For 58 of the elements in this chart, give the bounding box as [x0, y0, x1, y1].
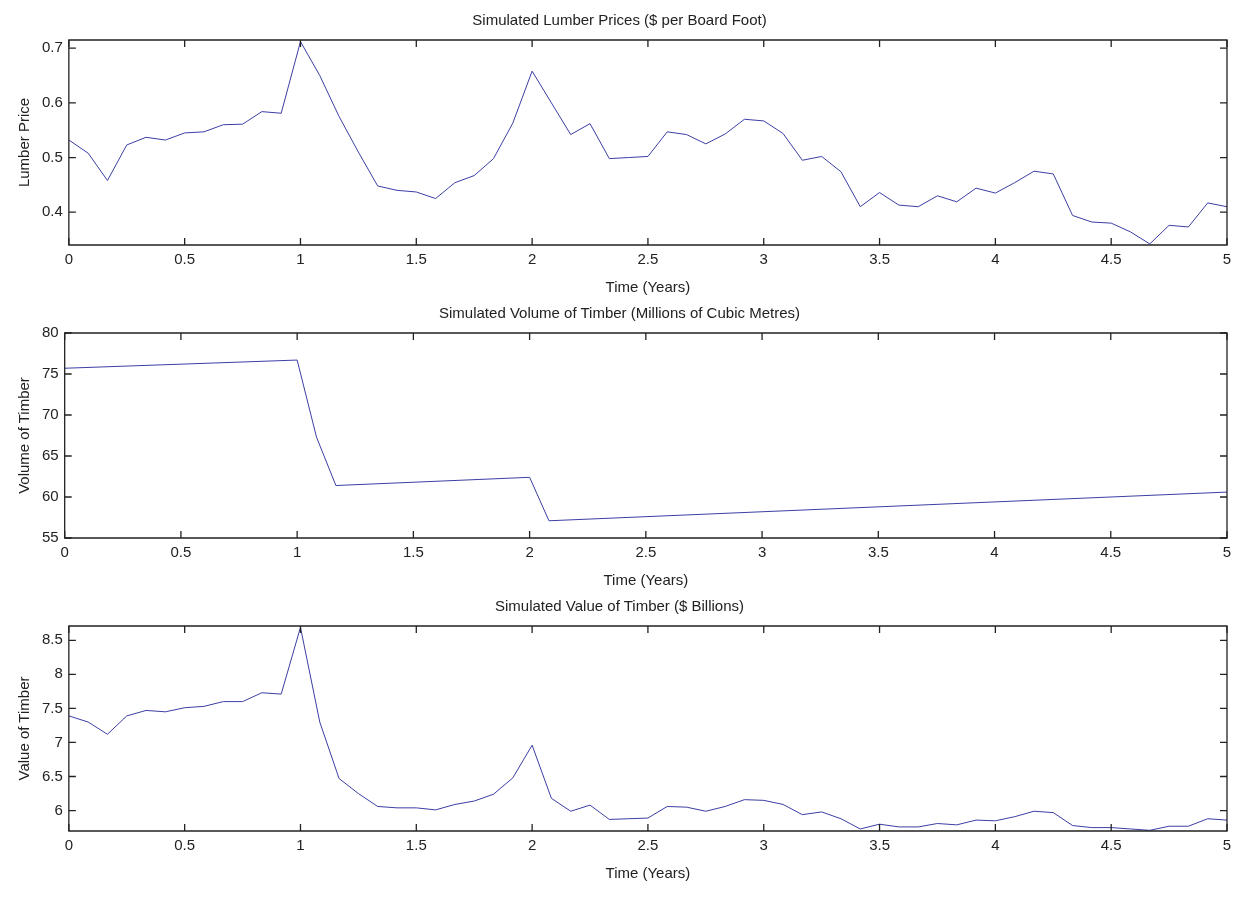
- y-tick-label: 6: [54, 800, 63, 818]
- y-tick-label: 0.6: [41, 93, 63, 111]
- x-tick-label: 2.5: [635, 543, 657, 561]
- x-tick-label: 5: [1222, 836, 1232, 854]
- x-tick-label: 1.5: [402, 543, 424, 561]
- x-tick-label: 4.5: [1100, 836, 1122, 854]
- x-tick-label: 4: [990, 543, 999, 561]
- x-tick-label: 0: [64, 250, 74, 268]
- x-tick-label: 3.5: [869, 250, 890, 268]
- y-axis-title: Lumber Price: [15, 97, 33, 188]
- chart-title: Simulated Volume of Timber (Millions of Cubic Metres): [439, 304, 800, 322]
- x-tick-label: 3: [759, 836, 768, 854]
- x-tick-label: 4: [991, 250, 1000, 268]
- x-tick-label: 1: [292, 543, 302, 561]
- x-tick-label: 5: [1222, 250, 1232, 268]
- x-tick-label: 3.5: [867, 543, 889, 561]
- y-tick-label: 65: [42, 446, 59, 464]
- x-tick-label: 1.5: [405, 250, 427, 268]
- y-tick-label: 7: [54, 732, 63, 750]
- y-axis-title: Volume of Timber: [15, 377, 33, 494]
- x-tick-label: 4.5: [1100, 543, 1122, 561]
- y-tick-label: 0.5: [41, 147, 63, 165]
- x-tick-label: 2: [525, 543, 534, 561]
- y-tick-label: 70: [42, 405, 59, 423]
- x-tick-label: 2: [527, 836, 537, 854]
- x-tick-label: 1.5: [405, 836, 427, 854]
- y-axis-title: Value of Timber: [15, 676, 33, 781]
- x-tick-label: 2: [527, 250, 537, 268]
- x-tick-label: 0.5: [170, 543, 192, 561]
- y-tick-label: 0.4: [41, 202, 63, 220]
- chart-title: Simulated Value of Timber ($ Billions): [495, 597, 744, 615]
- y-tick-label: 7.5: [41, 698, 63, 716]
- x-tick-label: 5: [1222, 543, 1232, 561]
- x-tick-label: 0.5: [174, 250, 196, 268]
- y-tick-label: 80: [42, 323, 59, 341]
- x-tick-label: 4.5: [1100, 250, 1122, 268]
- x-tick-label: 1: [296, 836, 305, 854]
- y-tick-label: 60: [42, 487, 59, 505]
- chart-title: Simulated Lumber Prices ($ per Board Foot): [472, 11, 767, 29]
- y-tick-label: 55: [42, 528, 59, 546]
- x-tick-label: 0: [60, 543, 69, 561]
- x-tick-label: 1: [296, 250, 305, 268]
- x-tick-label: 2.5: [637, 836, 659, 854]
- x-tick-label: 2.5: [637, 250, 659, 268]
- y-tick-label: 75: [42, 364, 59, 382]
- x-axis-title: Time (Years): [605, 864, 691, 882]
- y-tick-label: 0.7: [41, 38, 63, 56]
- x-axis-title: Time (Years): [605, 278, 691, 296]
- y-tick-label: 6.5: [41, 766, 63, 784]
- y-tick-label: 8.5: [41, 630, 63, 648]
- x-tick-label: 3: [757, 543, 767, 561]
- x-tick-label: 0.5: [174, 836, 196, 854]
- x-axis-title: Time (Years): [603, 571, 689, 589]
- x-tick-label: 4: [991, 836, 1000, 854]
- y-tick-label: 8: [54, 664, 63, 682]
- x-tick-label: 0: [64, 836, 74, 854]
- x-tick-label: 3.5: [869, 836, 890, 854]
- x-tick-label: 3: [759, 250, 768, 268]
